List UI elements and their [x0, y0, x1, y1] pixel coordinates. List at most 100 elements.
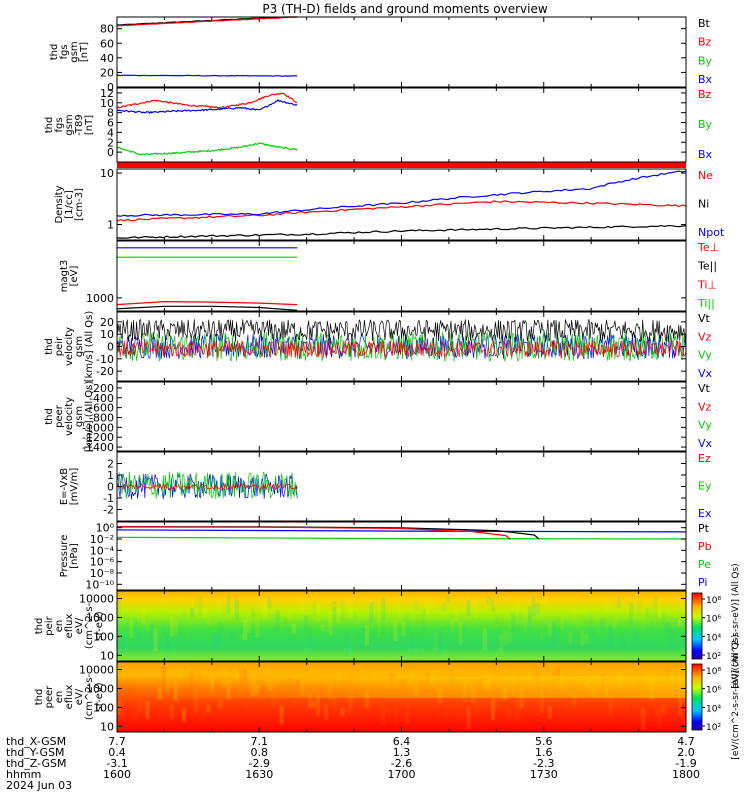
heatmap-cell	[580, 690, 585, 711]
y-tick-label: 10	[100, 97, 114, 110]
heatmap-cell	[523, 608, 528, 633]
heatmap-cell	[320, 689, 325, 710]
y-tick-label: 0	[107, 341, 114, 354]
series-density-Npot	[116, 170, 687, 217]
heatmap-cell	[125, 612, 130, 632]
heatmap-cell	[186, 626, 191, 640]
y-axis-label: en	[54, 620, 65, 633]
heatmap-cell	[515, 698, 520, 723]
heatmap-cell	[169, 615, 174, 637]
ephemeris-value: -1.9	[675, 757, 696, 770]
legend-fgs_gsm-By: By	[698, 54, 713, 67]
separator-band	[117, 162, 686, 168]
heatmap-cell	[117, 600, 122, 618]
heatmap-cell	[608, 625, 613, 648]
ephemeris-value: 6.4	[393, 735, 411, 748]
heatmap-cell	[377, 694, 382, 712]
ephemeris-row-label: thd_X-GSM	[6, 735, 66, 748]
y-tick-label: -800	[89, 411, 114, 424]
heatmap-cell	[238, 634, 243, 641]
legend-fgs_gsm-Bx: Bx	[698, 73, 713, 86]
heatmap-cell	[356, 632, 361, 639]
heatmap-cell	[531, 697, 536, 708]
ephemeris-value: -2.3	[533, 757, 554, 770]
heatmap-cell	[230, 632, 235, 641]
ephemeris-row-label: thd_Y-GSM	[6, 746, 65, 759]
heatmap-cell	[218, 698, 223, 709]
heatmap-cell	[657, 707, 662, 730]
heatmap-cell	[604, 598, 609, 611]
heatmap-cell	[470, 600, 475, 610]
y-tick-label: -400	[89, 392, 114, 405]
legend-e_field-Ex: Ex	[698, 507, 712, 520]
date-label: 2024 Jun 03	[6, 779, 72, 792]
heatmap-cell	[247, 704, 252, 714]
y-tick-label: 10	[100, 167, 114, 180]
heatmap-cell	[169, 705, 174, 719]
y-axis-label: [nT]	[79, 42, 90, 62]
heatmap-cell	[385, 706, 390, 713]
y-axis-label: sr-eV)	[94, 611, 105, 640]
heatmap-cell	[608, 696, 613, 718]
y-axis-label: peir	[44, 615, 55, 635]
heatmap-cell	[222, 603, 227, 616]
heatmap-cell	[194, 598, 199, 608]
heatmap-cell	[141, 607, 146, 625]
heatmap-cell	[490, 597, 495, 612]
heatmap-cell	[637, 598, 642, 615]
y-axis-label: Density	[54, 185, 65, 223]
legend-peir_velocity-Vt: Vt	[698, 312, 711, 325]
y-axis-label: [cm-3]	[74, 188, 85, 221]
heatmap-cell	[291, 624, 296, 635]
colorbar	[691, 663, 703, 731]
heatmap-cell	[661, 705, 666, 714]
panel-peer_velocity: -1400-1200-1000-800-600-400-200 thd peer ve…	[44, 381, 713, 454]
ephemeris-value: 4.7	[677, 735, 695, 748]
heatmap-cell	[442, 705, 447, 717]
series-fgs_gsm_dt-Bx	[116, 98, 298, 115]
heatmap-cell	[547, 705, 552, 719]
heatmap-cell	[259, 596, 264, 608]
heatmap-cell	[377, 614, 382, 638]
y-tick-label: 4	[107, 126, 114, 139]
colorbar-tick-label: 10²	[706, 723, 721, 733]
heatmap-cell	[190, 608, 195, 618]
y-axis-label: peer	[54, 404, 65, 428]
panel-frame	[116, 240, 687, 312]
heatmap-cell	[299, 599, 304, 614]
heatmap-cell	[397, 669, 402, 680]
ephemeris-value: 1700	[388, 768, 416, 781]
y-axis-label: [mV/m]	[69, 468, 80, 506]
heatmap-cell	[499, 704, 504, 712]
heatmap-cell	[243, 618, 248, 640]
heatmap-cell	[255, 615, 260, 638]
legend-fgs_gsm-Bt: Bt	[698, 17, 711, 30]
heatmap-cell	[206, 614, 211, 626]
y-axis-label: E=-VxB	[59, 468, 70, 505]
heatmap-cell	[665, 621, 670, 634]
heatmap-body	[117, 591, 686, 661]
legend-magt3-Te: Te||	[697, 260, 717, 273]
y-axis-label: thd	[34, 618, 45, 635]
y-axis-label: (cm^2-s-	[84, 673, 95, 720]
y-axis-label: velocity	[64, 397, 75, 436]
heatmap-cell	[653, 596, 658, 618]
panel-frame	[116, 168, 687, 241]
y-tick-label: 10000	[79, 664, 114, 677]
series-magt3-Te	[116, 300, 298, 306]
heatmap-cell	[381, 598, 386, 621]
heatmap-cell	[279, 605, 284, 613]
heatmap-cell	[316, 603, 321, 622]
legend-density-Ni: Ni	[698, 198, 709, 211]
y-axis-label: [nT]	[84, 115, 95, 135]
heatmap-cell	[669, 629, 674, 648]
y-tick-label: 10⁰	[96, 522, 115, 535]
heatmap-cell	[612, 617, 617, 629]
y-axis-label: magt3	[59, 260, 70, 293]
y-tick-label: 1000	[86, 292, 114, 305]
y-axis-label: eflux	[64, 685, 75, 710]
heatmap-cell	[584, 633, 589, 644]
heatmap-cell	[633, 631, 638, 652]
ephemeris-value: -3.1	[106, 757, 127, 770]
